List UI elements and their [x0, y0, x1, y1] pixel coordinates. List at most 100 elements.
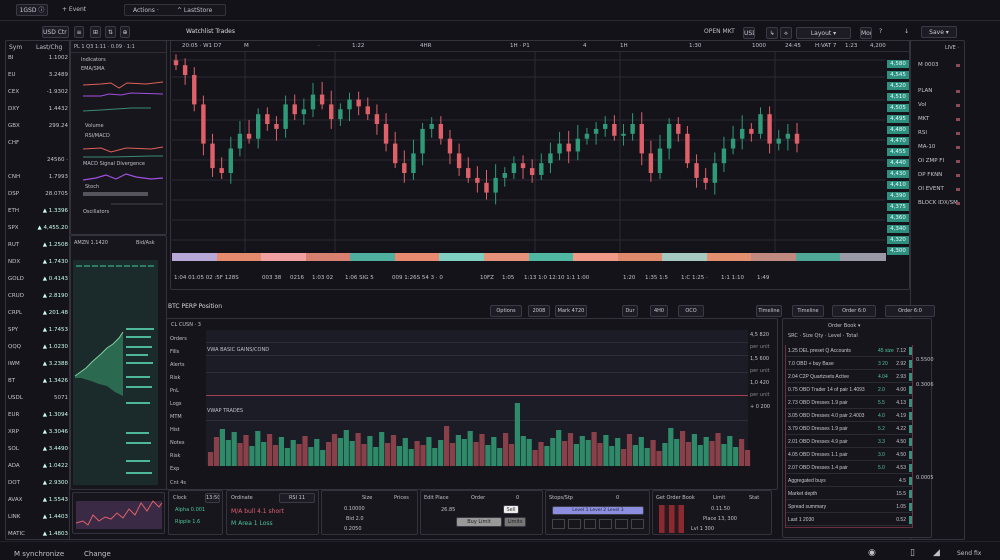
order-book-row[interactable]: 7.0 OBD + buy Base 3 20 2.92	[786, 358, 912, 370]
watchlist-row[interactable]: CNH 1.7993	[8, 174, 68, 184]
order-book-row[interactable]: 3.05 OBD Dresses 4.0 pair 2.4003 4.0 4.19	[786, 410, 912, 422]
order-book-row[interactable]: Spread summary 1.05	[786, 501, 912, 513]
watchlist-row[interactable]: DXY 1.4432	[8, 106, 68, 116]
right-panel-row[interactable]: OI EVENT	[918, 186, 960, 192]
position-side-row[interactable]: Exp	[170, 466, 180, 472]
right-panel-row[interactable]: DP FKNN	[918, 172, 960, 178]
clock-icon[interactable]: ◉	[868, 548, 876, 558]
watchlist-row[interactable]: ETH ▲ 1.3396	[8, 208, 68, 218]
watchlist-row[interactable]: BI 1.1002	[8, 55, 68, 65]
order-book-row[interactable]: Aggregated buys 4.5	[786, 475, 912, 487]
watchlist-row[interactable]: EU 3.2489	[8, 72, 68, 82]
order-range-input[interactable]: Order 6:0	[885, 305, 935, 317]
position-toolbar-button[interactable]: OCO	[678, 305, 704, 317]
save-dropdown[interactable]: Save ▾	[921, 26, 957, 38]
candlestick-chart[interactable]	[0, 0, 1000, 300]
order-book-row[interactable]: 2.04 C2P Quartzsets Active 4.04 2.93	[786, 371, 912, 383]
right-panel-row[interactable]: PLAN	[918, 88, 960, 94]
position-side-row[interactable]: Fills	[170, 349, 180, 355]
sync-status[interactable]: M synchronize	[14, 550, 65, 558]
watchlist-row[interactable]: XRP ▲ 3.3046	[8, 429, 68, 439]
position-toolbar-button[interactable]: Options	[490, 305, 522, 317]
watchlist-row[interactable]: GBX 299.24	[8, 123, 68, 133]
right-panel-row[interactable]: Vol	[918, 102, 960, 108]
watchlist-row[interactable]: CRUD ▲ 2.8190	[8, 293, 68, 303]
order-book-row[interactable]: Market depth 15.5	[786, 488, 912, 500]
timeline-range-input[interactable]: Timeline	[792, 305, 824, 317]
watchlist-row[interactable]: CRPL ▲ 201.48	[8, 310, 68, 320]
watchlist-row[interactable]: LINK ▲ 1.4403	[8, 514, 68, 524]
right-panel-row[interactable]: BLOCK IDX/SM	[918, 200, 960, 206]
sell-button[interactable]: Sell	[503, 505, 519, 514]
watchlist-row[interactable]: RUT ▲ 1.2508	[8, 242, 68, 252]
watchlist-row[interactable]: QQQ ▲ 1.0230	[8, 344, 68, 354]
ordinate-value[interactable]: RSI 11	[279, 493, 315, 503]
watchlist-row[interactable]: SOL ▲ 3.4490	[8, 446, 68, 456]
clock-value[interactable]: 13:50	[205, 493, 220, 503]
buy-limit-button[interactable]: Buy Limit	[456, 517, 502, 527]
actions-label[interactable]: Actions ·	[133, 7, 159, 14]
order-book-row[interactable]: 3.79 OBD Dresses 1.9 pair 5.2 4.22	[786, 423, 912, 435]
send-fix-button[interactable]: Send fix	[957, 550, 982, 557]
order-book-row[interactable]: Last 1 2030 0.52	[786, 514, 912, 526]
right-panel-row[interactable]: M 0003	[918, 62, 960, 68]
position-side-row[interactable]: Risk	[170, 375, 181, 381]
watchlist-row[interactable]: AVAX ▲ 1.5543	[8, 497, 68, 507]
actions-bar[interactable]: Actions · ^ LastStore	[124, 4, 226, 16]
position-side-row[interactable]: PnL	[170, 388, 179, 394]
position-toolbar-button[interactable]: 4H0	[650, 305, 668, 317]
draw-button[interactable]: ⟡	[780, 27, 792, 39]
right-panel-row[interactable]: OI ZMP FI	[918, 158, 960, 164]
watchlist-row[interactable]: DSP 28.0705	[8, 191, 68, 201]
menu-button[interactable]: ≡	[74, 26, 84, 38]
position-side-row[interactable]: Logs	[170, 401, 182, 407]
watchlist-row[interactable]: MATIC ▲ 1.4803	[8, 531, 68, 541]
order-book-row[interactable]: 2.01 OBD Dresses 4.9 pair 3.3 4.50	[786, 436, 912, 448]
device-icon[interactable]: ▯	[910, 548, 915, 558]
position-toolbar-button[interactable]: Timeline	[756, 305, 782, 317]
right-panel-row[interactable]: MA-10	[918, 144, 960, 150]
watchlist-row[interactable]: 24560 ·	[8, 157, 68, 167]
order-book-row[interactable]: 4.05 OBD Dresses 1.1 pair 3.0 4.50	[786, 449, 912, 461]
help-icon[interactable]: ?	[879, 28, 883, 35]
position-side-row[interactable]: Hist	[170, 427, 180, 433]
laststore-label[interactable]: ^ LastStore	[177, 7, 213, 14]
download-icon[interactable]: ↓	[904, 28, 910, 35]
limits-button[interactable]: Limits	[504, 517, 526, 527]
watchlist-row[interactable]: IWM ▲ 3.2388	[8, 361, 68, 371]
position-side-row[interactable]: MTM	[170, 414, 182, 420]
sort-button[interactable]: ⇅	[105, 26, 116, 38]
watchlist-row[interactable]: ADA ▲ 1.0422	[8, 463, 68, 473]
watchlist-row[interactable]: EUR ▲ 1.3094	[8, 412, 68, 422]
watchlist-row[interactable]: BT ▲ 1.3426	[8, 378, 68, 388]
watchlist-row[interactable]: DOT ▲ 2.9300	[8, 480, 68, 490]
app-menu-button[interactable]: 1GSD ⓘ	[16, 4, 48, 16]
position-side-row[interactable]: Risk	[170, 453, 181, 459]
position-toolbar-button[interactable]: Mark 4720	[555, 305, 587, 317]
more-button[interactable]: More	[860, 27, 872, 39]
stop-level-boxes[interactable]	[552, 519, 644, 529]
watchlist-row[interactable]: GOLD ▲ 0.4143	[8, 276, 68, 286]
position-toolbar-button[interactable]: 2008	[528, 305, 550, 317]
currency-select[interactable]: USD Ctr ▾	[42, 26, 69, 38]
order-book-row[interactable]: 2.73 OBD Dresses 1.9 pair 5.5 4.13	[786, 397, 912, 409]
usd-button[interactable]: USD	[743, 27, 755, 39]
position-toolbar-button[interactable]: Dur	[622, 305, 638, 317]
watchlist-row[interactable]: SPX ▲ 4,455.20	[8, 225, 68, 235]
order-book-row[interactable]: 1.25 DEL preset Q Accounts 45 size 7.12	[786, 345, 912, 357]
position-side-row[interactable]: Orders	[170, 336, 187, 342]
watchlist-row[interactable]: NDX ▲ 1.7430	[8, 259, 68, 269]
bookmark-icon[interactable]: ◢	[933, 548, 940, 558]
change-button[interactable]: Change	[84, 550, 111, 558]
watchlist-row[interactable]: SPY ▲ 1.7453	[8, 327, 68, 337]
watchlist-row[interactable]: CEX -1.9302	[8, 89, 68, 99]
add-event-button[interactable]: + Event	[62, 6, 87, 13]
layout-dropdown[interactable]: Layout ▾	[796, 27, 851, 39]
add-button[interactable]: ⊕	[120, 26, 130, 38]
watchlist-row[interactable]: CHF	[8, 140, 68, 150]
order-book-row[interactable]: 0.75 OBD Trader 14 of pair 1.4093 2.0 4.00	[786, 384, 912, 396]
right-panel-row[interactable]: RSI	[918, 130, 960, 136]
right-panel-row[interactable]: MKT	[918, 116, 960, 122]
layout-button[interactable]: ⊞	[90, 26, 101, 38]
position-side-row[interactable]: Alerts	[170, 362, 185, 368]
